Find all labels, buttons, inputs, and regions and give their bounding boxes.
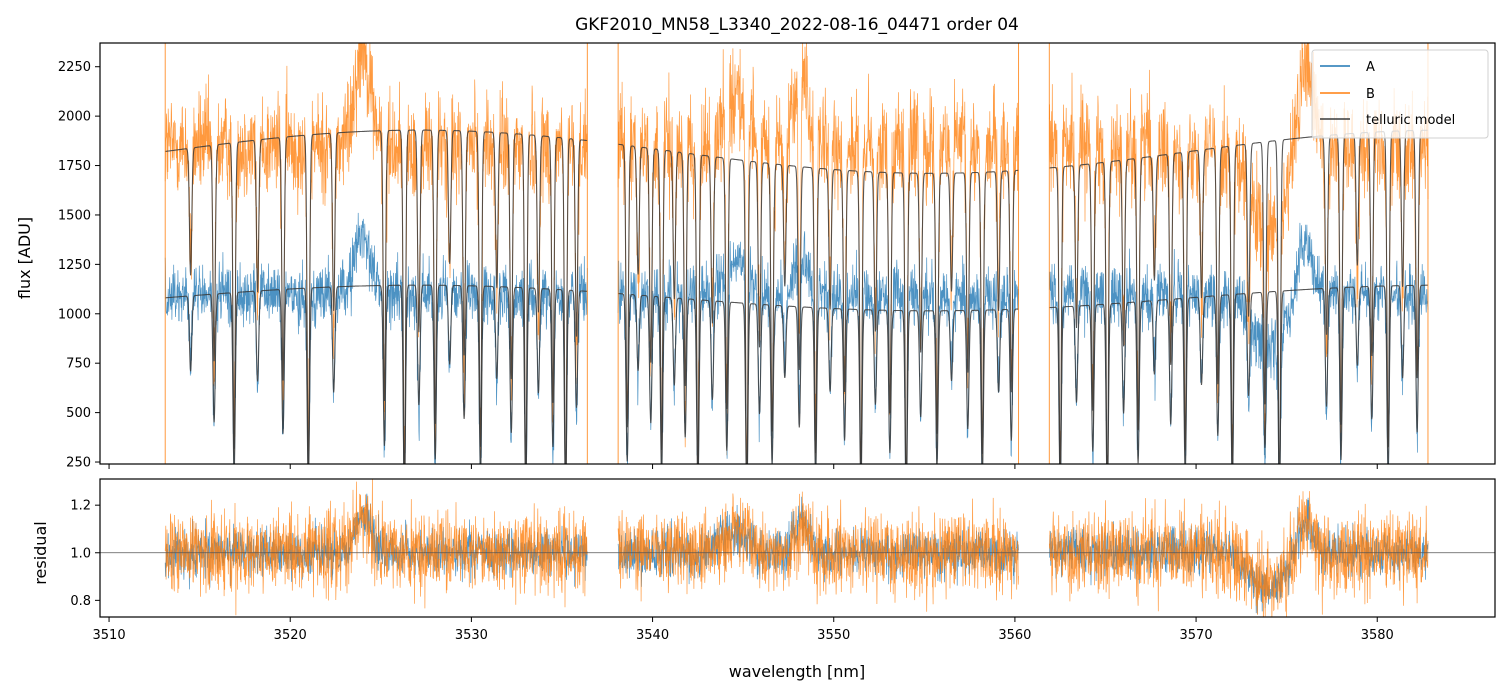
wavelength-x-tick-label: 3530 xyxy=(455,628,488,643)
wavelength-axis-label: wavelength [nm] xyxy=(729,662,866,681)
flux-panel: 250 500 750 1000 1250 1500 1750 2000 2250 flux [… xyxy=(15,42,1496,471)
flux-axis-label: flux [ADU] xyxy=(15,217,34,299)
wavelength-x-tick-label: 3550 xyxy=(817,628,850,643)
legend-label-telluric: telluric model xyxy=(1366,113,1455,128)
flux-y-tick-label: 250 xyxy=(66,456,91,471)
wavelength-x-tick-label: 3560 xyxy=(998,628,1031,643)
residual-y-tick-label: 1.2 xyxy=(70,499,91,514)
legend-label-b: B xyxy=(1366,87,1375,102)
series-a-flux-line xyxy=(164,212,1429,464)
flux-y-tick-label: 1500 xyxy=(58,208,91,223)
legend: A B telluric model xyxy=(1311,49,1489,139)
residual-y-tick-label: 0.8 xyxy=(70,594,91,609)
residual-y-tick-label: 1.0 xyxy=(70,546,91,561)
flux-y-tick-label: 1000 xyxy=(58,307,91,322)
wavelength-x-tick-label: 3580 xyxy=(1361,628,1394,643)
flux-y-tick-label: 2250 xyxy=(58,60,91,75)
residual-axis-label: residual xyxy=(31,521,50,584)
wavelength-x-tick-label: 3540 xyxy=(636,628,669,643)
wavelength-x-tick-label: 3510 xyxy=(93,628,126,643)
flux-y-tick-label: 750 xyxy=(66,357,91,372)
chart-title: GKF2010_MN58_L3340_2022-08-16_04471 orde… xyxy=(575,15,1019,35)
residual-panel-frame xyxy=(99,478,1496,618)
flux-y-tick-label: 2000 xyxy=(58,110,91,125)
legend-box xyxy=(1311,49,1489,139)
residual-b-line xyxy=(164,479,1429,617)
flux-panel-frame xyxy=(99,42,1496,465)
wavelength-x-tick-label: 3520 xyxy=(274,628,307,643)
wavelength-x-tick-label: 3570 xyxy=(1180,628,1213,643)
telluric-model-a-line xyxy=(165,284,1428,464)
legend-label-a: A xyxy=(1366,60,1375,75)
flux-y-tick-label: 500 xyxy=(66,406,91,421)
residual-panel: 0.8 1.0 1.2 3510 3520 3530 3540 3550 3560 3570 35… xyxy=(31,478,1496,681)
flux-y-tick-label: 1750 xyxy=(58,159,91,174)
flux-y-tick-label: 1250 xyxy=(58,258,91,273)
